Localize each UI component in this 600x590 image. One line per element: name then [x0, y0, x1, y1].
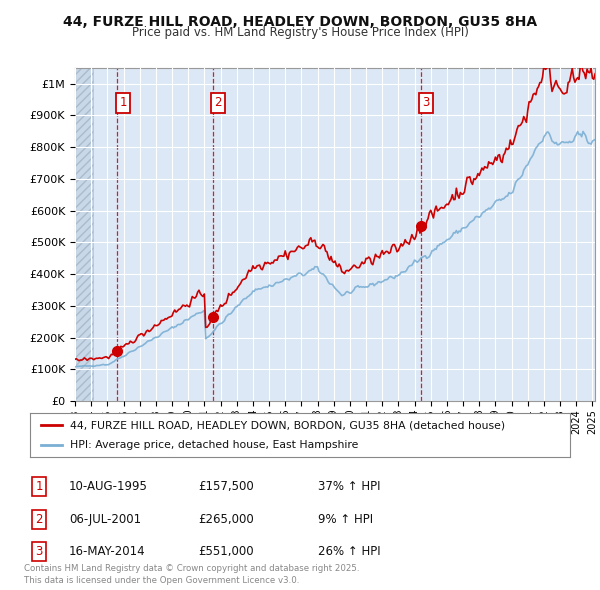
Text: 16-MAY-2014: 16-MAY-2014 — [69, 545, 146, 558]
Text: 06-JUL-2001: 06-JUL-2001 — [69, 513, 141, 526]
Text: 44, FURZE HILL ROAD, HEADLEY DOWN, BORDON, GU35 8HA (detached house): 44, FURZE HILL ROAD, HEADLEY DOWN, BORDO… — [71, 421, 506, 430]
Text: £265,000: £265,000 — [198, 513, 254, 526]
Text: Contains HM Land Registry data © Crown copyright and database right 2025.
This d: Contains HM Land Registry data © Crown c… — [24, 565, 359, 585]
Text: £157,500: £157,500 — [198, 480, 254, 493]
Text: 44, FURZE HILL ROAD, HEADLEY DOWN, BORDON, GU35 8HA: 44, FURZE HILL ROAD, HEADLEY DOWN, BORDO… — [63, 15, 537, 29]
Text: 10-AUG-1995: 10-AUG-1995 — [69, 480, 148, 493]
Text: 1: 1 — [35, 480, 43, 493]
Text: HPI: Average price, detached house, East Hampshire: HPI: Average price, detached house, East… — [71, 440, 359, 450]
Text: 2: 2 — [215, 96, 222, 109]
Text: 2: 2 — [35, 513, 43, 526]
Text: 1: 1 — [119, 96, 127, 109]
Text: 26% ↑ HPI: 26% ↑ HPI — [318, 545, 380, 558]
Text: £551,000: £551,000 — [198, 545, 254, 558]
Text: 9% ↑ HPI: 9% ↑ HPI — [318, 513, 373, 526]
Text: 3: 3 — [422, 96, 430, 109]
Text: 37% ↑ HPI: 37% ↑ HPI — [318, 480, 380, 493]
Text: 3: 3 — [35, 545, 43, 558]
Text: Price paid vs. HM Land Registry's House Price Index (HPI): Price paid vs. HM Land Registry's House … — [131, 26, 469, 39]
